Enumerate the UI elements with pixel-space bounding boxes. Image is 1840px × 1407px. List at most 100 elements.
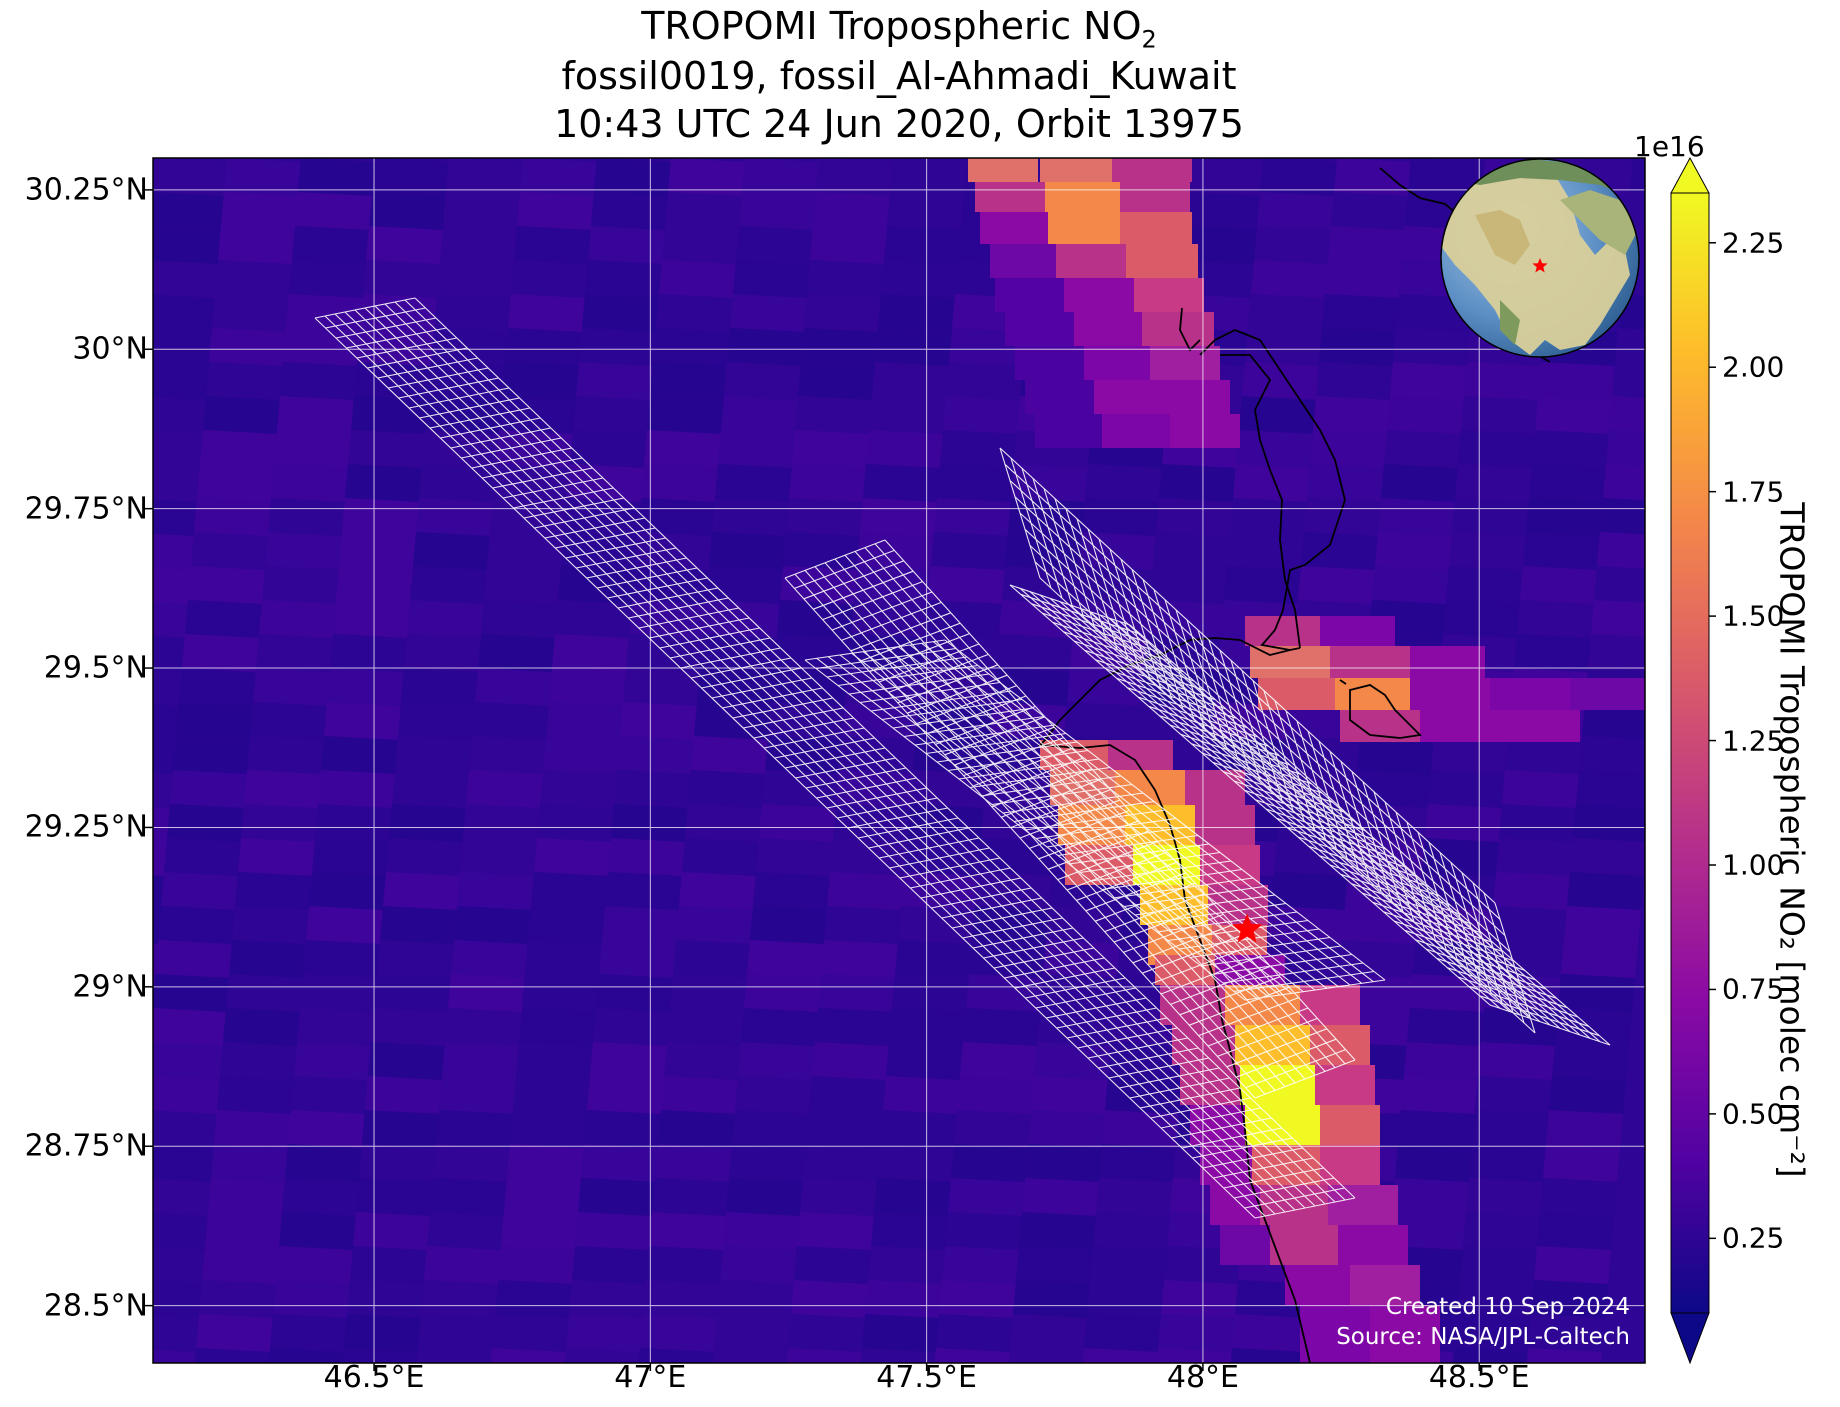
no2-pixel — [1056, 244, 1126, 278]
background-pixel — [419, 464, 496, 502]
no2-pixel — [1285, 1265, 1355, 1305]
background-pixel — [153, 670, 182, 706]
background-pixel — [818, 974, 895, 1012]
background-pixel — [1016, 1246, 1093, 1284]
background-pixel — [608, 838, 685, 876]
credit-source: Source: NASA/JPL-Caltech — [1336, 1324, 1630, 1350]
background-pixel — [578, 1178, 655, 1216]
background-pixel — [315, 804, 392, 842]
background-pixel — [1067, 668, 1144, 706]
background-pixel — [481, 600, 558, 638]
background-pixel — [943, 396, 1020, 434]
background-pixel — [1010, 1314, 1087, 1352]
background-pixel — [1339, 940, 1416, 978]
background-pixel — [312, 838, 389, 876]
background-pixel — [1408, 158, 1485, 196]
background-pixel — [685, 804, 762, 842]
background-pixel — [807, 260, 884, 298]
background-pixel — [1156, 1348, 1232, 1363]
background-pixel — [153, 738, 176, 774]
background-pixel — [298, 158, 375, 196]
background-pixel — [247, 736, 324, 774]
map-area — [116, 158, 1645, 1407]
background-pixel — [487, 532, 564, 570]
background-pixel — [582, 294, 659, 332]
no2-pixel — [1370, 1305, 1440, 1363]
background-pixel — [874, 1178, 951, 1216]
background-pixel — [1425, 804, 1502, 842]
background-pixel — [892, 974, 969, 1012]
background-pixel — [446, 158, 523, 196]
background-pixel — [1431, 736, 1508, 774]
background-pixel — [789, 464, 866, 502]
no2-pixel — [980, 212, 1048, 244]
background-pixel — [708, 1382, 785, 1407]
background-pixel — [277, 396, 354, 434]
background-pixel — [280, 362, 357, 400]
background-pixel — [871, 1212, 948, 1250]
no2-pixel — [1064, 278, 1134, 312]
background-pixel — [723, 1212, 800, 1250]
background-pixel — [1028, 1110, 1105, 1148]
background-pixel — [700, 634, 777, 672]
background-pixel — [869, 396, 946, 434]
background-pixel — [588, 226, 665, 264]
map-frame — [152, 157, 1646, 1364]
background-pixel — [534, 838, 611, 876]
background-pixel — [650, 362, 727, 400]
no2-pixel — [1245, 1105, 1320, 1145]
background-pixel — [1078, 1382, 1155, 1407]
background-pixel — [153, 1315, 199, 1352]
background-pixel — [957, 1076, 1034, 1114]
background-pixel — [339, 532, 416, 570]
background-pixel — [270, 1314, 347, 1352]
background-pixel — [1161, 1280, 1238, 1318]
background-pixel — [552, 634, 629, 672]
background-pixel — [345, 464, 422, 502]
no2-pixel — [1410, 678, 1490, 710]
background-pixel — [475, 668, 552, 706]
background-pixel — [614, 770, 691, 808]
background-pixel — [741, 1008, 818, 1046]
background-pixel — [569, 1280, 646, 1318]
background-pixel — [1230, 498, 1307, 536]
background-pixel — [868, 1246, 945, 1284]
background-pixel — [377, 940, 454, 978]
background-pixel — [1564, 906, 1641, 944]
background-pixel — [363, 260, 440, 298]
background-pixel — [1085, 464, 1162, 502]
background-pixel — [1384, 430, 1461, 468]
background-pixel — [116, 1382, 193, 1407]
background-pixel — [525, 940, 602, 978]
target-footprint-grids — [314, 297, 1611, 1219]
background-pixel — [274, 430, 351, 468]
background-pixel — [1227, 532, 1304, 570]
background-pixel — [1528, 1314, 1605, 1352]
background-pixel — [665, 192, 742, 230]
background-pixel — [934, 498, 1011, 536]
background-pixel — [1490, 906, 1567, 944]
background-pixel — [501, 1212, 578, 1250]
background-pixel — [1300, 1382, 1377, 1407]
background-pixel — [153, 328, 212, 366]
background-pixel — [590, 1042, 667, 1080]
background-pixel — [727, 328, 804, 366]
background-pixel — [153, 294, 215, 332]
background-pixel — [1031, 1076, 1108, 1114]
background-pixel — [283, 328, 360, 366]
background-pixel — [413, 532, 490, 570]
no2-pixel — [1195, 805, 1255, 845]
background-pixel — [816, 158, 893, 196]
background-pixels — [116, 158, 1645, 1407]
no2-pixel — [1185, 770, 1245, 805]
no2-pixel — [1120, 212, 1192, 244]
background-pixel — [1158, 1314, 1235, 1352]
background-pixel — [368, 1042, 445, 1080]
background-pixel — [1600, 498, 1645, 535]
background-pixel — [194, 498, 271, 536]
background-pixel — [158, 906, 235, 944]
background-pixel — [173, 736, 250, 774]
background-pixel — [558, 566, 635, 604]
background-pixel — [1037, 1008, 1114, 1046]
background-pixel — [155, 940, 232, 978]
